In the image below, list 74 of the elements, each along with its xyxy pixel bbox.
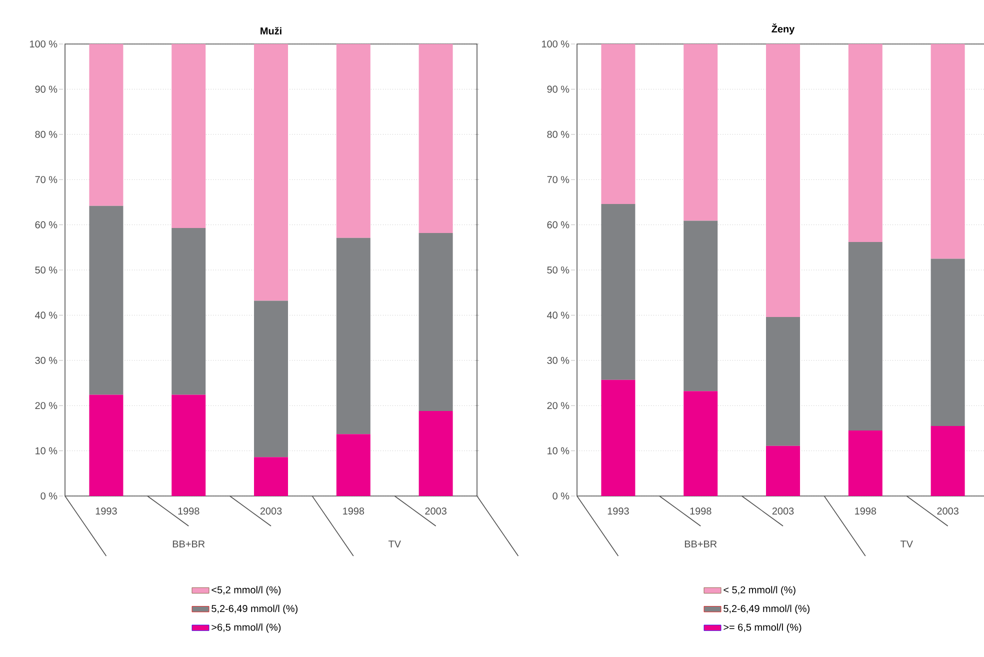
y-tick-label: 70 % (35, 176, 58, 184)
bar (336, 238, 370, 434)
bar (89, 394, 124, 496)
legend-label: >= 6,5 mmol/l (%) (724, 623, 802, 633)
y-tick-label: 90 % (547, 86, 570, 93)
y-tick-label: 100 % (30, 40, 58, 48)
text: BB+BR (172, 540, 205, 548)
bar (418, 411, 453, 496)
legend-label: 5,2-6,49 mmol/l (%) (724, 604, 810, 614)
y-tick-label: 50 % (547, 266, 570, 274)
bar (848, 44, 882, 242)
x-tick-label: 2003 (260, 508, 282, 515)
bar (172, 44, 206, 228)
y-tick-label: 0 % (552, 492, 570, 500)
bar (89, 206, 124, 395)
y-tick-label: 30 % (547, 356, 570, 364)
bar (601, 380, 636, 496)
bar (418, 44, 453, 233)
text: TV (388, 540, 401, 548)
bar (684, 44, 718, 221)
bar (766, 44, 800, 318)
y-tick-label: 10 % (36, 447, 58, 454)
legend-label: >6,5 mmol/l (%) (212, 623, 281, 633)
bar (254, 44, 288, 301)
y-tick-label: 20 % (547, 402, 570, 410)
bar (848, 430, 882, 496)
chart-title: Ženy (772, 24, 795, 34)
bar (89, 44, 124, 206)
x-tick-label: 1998 (178, 508, 200, 515)
x-tick-label: 2003 (425, 508, 446, 515)
y-tick-label: 40 % (547, 312, 570, 319)
bar (766, 317, 800, 446)
y-tick-label: 70 % (547, 176, 570, 184)
y-tick-label: 60 % (547, 221, 570, 228)
x-tick-label: 1993 (608, 508, 629, 515)
bar (254, 457, 288, 496)
text: TV (900, 540, 913, 548)
bar (601, 44, 636, 204)
x-tick-label: 2003 (772, 508, 794, 515)
bar (336, 434, 370, 496)
y-tick-label: 80 % (35, 130, 58, 138)
y-tick-label: 80 % (547, 130, 570, 138)
bar (254, 300, 288, 458)
bar (930, 258, 965, 426)
legend-label: <5,2 mmol/l (%) (212, 586, 281, 596)
y-tick-label: 30 % (35, 356, 58, 364)
x-tick-label: 1998 (855, 508, 876, 515)
y-tick-label: 0 % (40, 492, 58, 500)
bar (930, 44, 965, 259)
y-tick-label: 50 % (35, 266, 58, 274)
chart-title: Muži (260, 26, 282, 34)
legend-label: 5,2-6,49 mmol/l (%) (212, 604, 298, 614)
bar (172, 394, 206, 496)
bar (336, 44, 370, 238)
bar (418, 232, 453, 412)
x-tick-label: 1998 (343, 508, 364, 515)
legend-label: < 5,2 mmol/l (%) (724, 586, 796, 596)
x-tick-label: 1993 (96, 508, 117, 515)
bar (766, 446, 800, 496)
y-tick-label: 20 % (35, 402, 58, 410)
bar (601, 204, 636, 380)
bar (172, 228, 206, 395)
bar (684, 220, 718, 392)
bar (684, 391, 718, 496)
y-tick-label: 60 % (35, 221, 58, 228)
y-tick-label: 40 % (35, 312, 58, 319)
bar (848, 242, 882, 430)
y-tick-label: 90 % (35, 86, 58, 93)
x-tick-label: 1998 (690, 508, 712, 515)
y-tick-label: 100 % (542, 40, 570, 48)
bar (930, 426, 965, 496)
y-tick-label: 10 % (548, 447, 570, 454)
text: BB+BR (684, 540, 717, 548)
x-tick-label: 2003 (937, 508, 958, 515)
